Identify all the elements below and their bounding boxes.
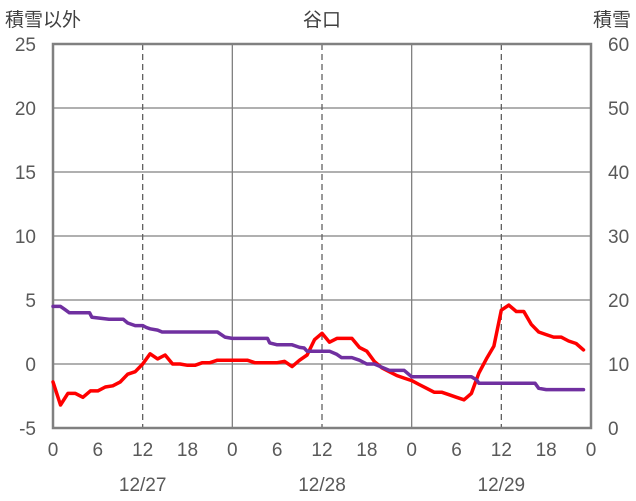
hour-tick-label: 18 [177,440,198,461]
left-tick-label: 20 [15,99,36,120]
left-axis-label: 積雪以外 [5,9,81,31]
right-tick-label: 0 [608,419,619,440]
left-tick-label: 5 [25,291,36,312]
series-layer [51,303,586,407]
right-tick-label: 30 [608,227,629,248]
hour-tick-label: 0 [227,440,238,461]
chart-title: 谷口 [303,9,341,31]
left-tick-label: 25 [15,35,36,56]
hour-tick-label: 18 [356,440,377,461]
right-tick-label: 60 [608,35,629,56]
right-tick-label: 40 [608,163,629,184]
date-label: 12/29 [478,475,526,496]
hour-tick-label: 0 [48,440,59,461]
left-tick-label: 10 [15,227,36,248]
hour-tick-label: 0 [586,440,597,461]
date-label: 12/28 [298,475,346,496]
series-line-red [51,303,586,407]
right-axis-label: 積雪 [593,9,631,31]
hour-tick-label: 12 [491,440,512,461]
right-tick-label: 20 [608,291,629,312]
hour-tick-label: 6 [451,440,462,461]
right-tick-label: 10 [608,355,629,376]
left-tick-label: 15 [15,163,36,184]
hour-tick-label: 6 [93,440,104,461]
hour-tick-label: 6 [272,440,283,461]
hour-tick-label: 0 [406,440,417,461]
series-line-purple [51,304,586,392]
hour-tick-label: 12 [311,440,332,461]
plot-frame [51,42,593,430]
left-tick-label: 0 [25,355,36,376]
date-label: 12/27 [119,475,167,496]
hour-tick-label: 12 [132,440,153,461]
left-tick-label: -5 [19,419,36,440]
right-tick-label: 50 [608,99,629,120]
hour-tick-label: 18 [536,440,557,461]
